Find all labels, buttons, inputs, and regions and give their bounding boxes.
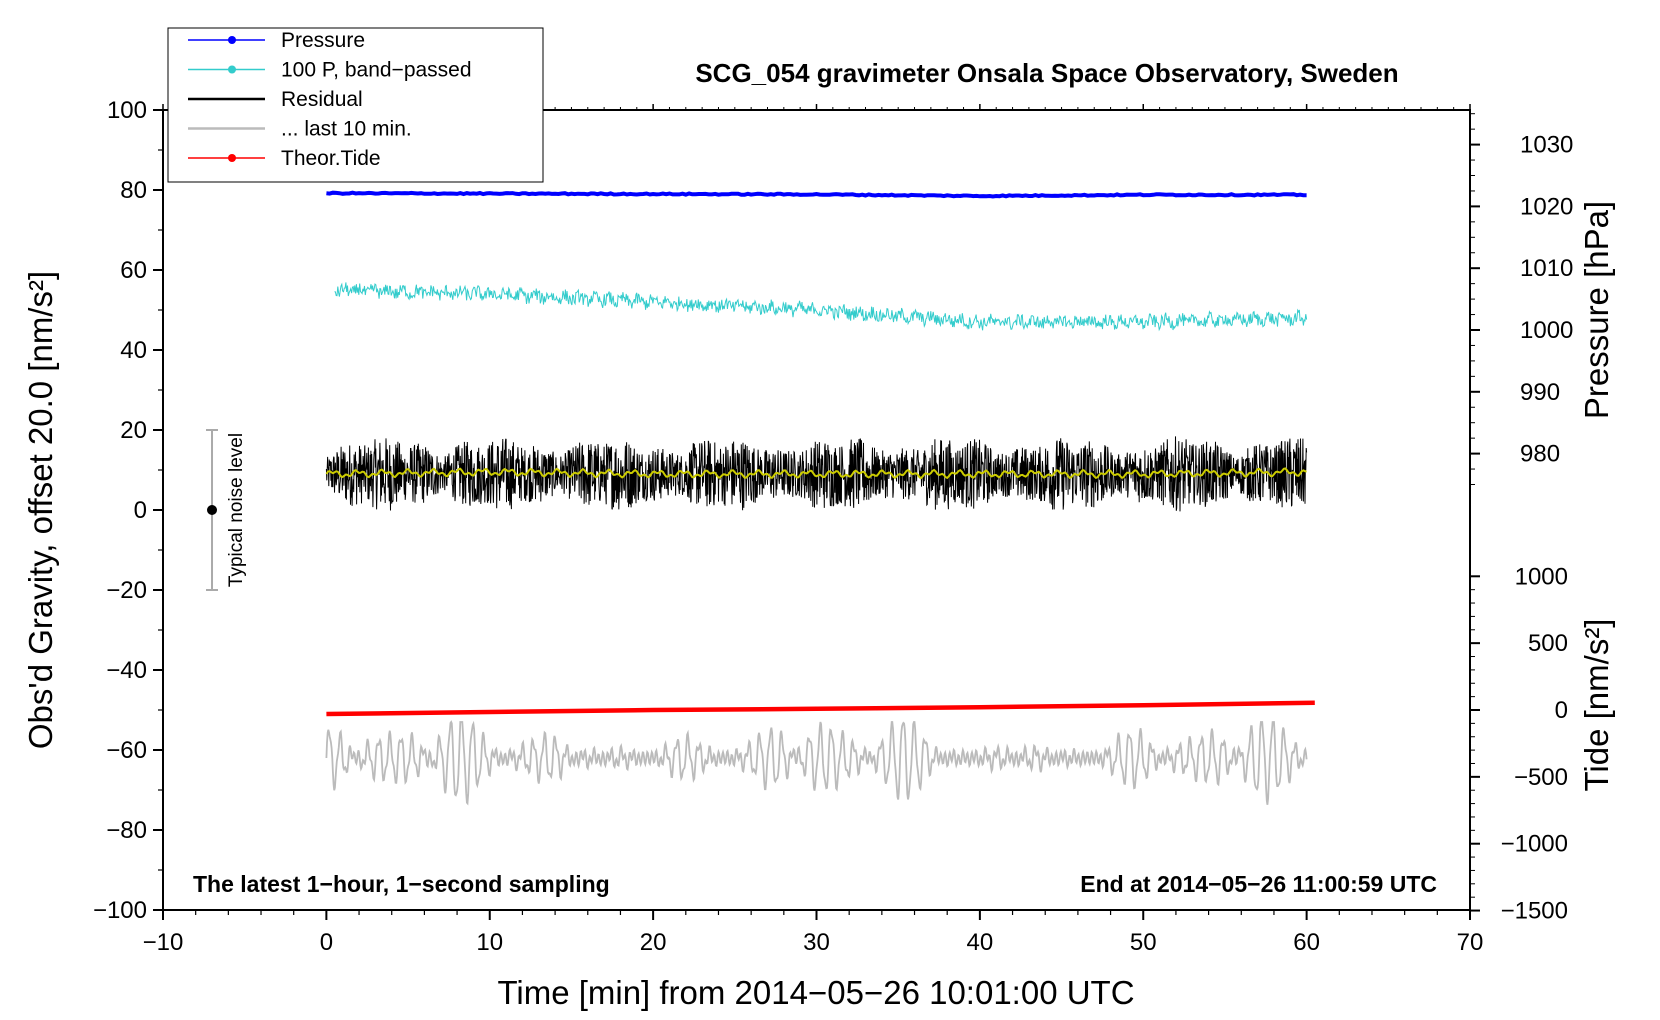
noise-bar-label: Typical noise level <box>226 433 247 587</box>
y-tick-label: 80 <box>120 177 147 204</box>
noise-bar-center <box>207 505 218 515</box>
pressure-tick-label: 990 <box>1520 379 1560 406</box>
legend-label: Residual <box>281 88 363 111</box>
x-tick-label: −10 <box>143 929 184 956</box>
pressure-tick-label: 980 <box>1520 441 1560 468</box>
tide-tick-label: −1500 <box>1501 898 1568 925</box>
pressure-axis-title: Pressure [hPa] <box>1578 201 1615 419</box>
pressure-tick-label: 1020 <box>1520 193 1573 220</box>
y-tick-label: 20 <box>120 417 147 444</box>
y-tick-label: −60 <box>106 737 147 764</box>
end-time-note: End at 2014−05−26 11:00:59 UTC <box>1080 871 1437 897</box>
tide-tick-label: 1000 <box>1515 563 1568 590</box>
chart-title: SCG_054 gravimeter Onsala Space Observat… <box>695 58 1398 88</box>
y-tick-label: −40 <box>106 657 147 684</box>
x-axis-title: Time [min] from 2014−05−26 10:01:00 UTC <box>497 974 1134 1011</box>
x-tick-labels: −10 0 10 20 30 40 50 60 70 <box>143 929 1484 956</box>
y-tick-label: −80 <box>106 817 147 844</box>
pressure-line <box>326 190 1307 199</box>
x-tick-label: 10 <box>476 929 503 956</box>
x-tick-label: 70 <box>1457 929 1484 956</box>
tide-tick-label: −1000 <box>1501 831 1568 858</box>
pressure-tick-labels: 980 990 1000 1010 1020 1030 <box>1520 132 1573 468</box>
pressure-tick-label: 1010 <box>1520 255 1573 282</box>
y-tick-label: 40 <box>120 337 147 364</box>
legend: Pressure 100 P, band−passed Residual ... la… <box>167 27 544 183</box>
last-10-min-line <box>325 720 1308 806</box>
legend-label: Theor.Tide <box>281 147 381 170</box>
x-tick-label: 30 <box>803 929 830 956</box>
tide-tick-label: −500 <box>1514 764 1568 791</box>
axis-ticks <box>153 104 1480 920</box>
bandpassed-line <box>334 282 1308 332</box>
tide-tick-label: 0 <box>1555 697 1568 724</box>
tide-line <box>326 700 1315 717</box>
legend-label: 100 P, band−passed <box>281 59 472 82</box>
tide-tick-label: 500 <box>1528 630 1568 657</box>
x-tick-label: 60 <box>1293 929 1320 956</box>
y-tick-label: 100 <box>107 97 147 124</box>
residual-line <box>325 436 1308 512</box>
legend-label: ... last 10 min. <box>281 118 412 141</box>
y-tick-label: 0 <box>134 497 147 524</box>
x-tick-label: 20 <box>640 929 667 956</box>
legend-marker <box>228 65 236 74</box>
x-tick-label: 0 <box>320 929 333 956</box>
tide-axis-title: Tide [nm/s²] <box>1578 619 1615 792</box>
pressure-tick-label: 1000 <box>1520 317 1573 344</box>
sampling-note: The latest 1−hour, 1−second sampling <box>193 871 610 897</box>
plot-frame <box>162 109 1471 911</box>
legend-marker <box>228 154 236 162</box>
y-tick-label: −20 <box>106 577 147 604</box>
x-tick-label: 40 <box>967 929 994 956</box>
x-tick-label: 50 <box>1130 929 1157 956</box>
tide-tick-labels: −1500 −1000 −500 0 500 1000 <box>1501 563 1568 924</box>
legend-label: Pressure <box>281 29 365 52</box>
residual-mean-line <box>325 467 1307 480</box>
series-layer <box>325 190 1315 806</box>
y-tick-label: −100 <box>93 897 147 924</box>
y-tick-label: 60 <box>120 257 147 284</box>
y-axis-title: Obs'd Gravity, offset 20.0 [nm/s²] <box>22 271 59 749</box>
pressure-tick-label: 1030 <box>1520 132 1573 159</box>
noise-bar: Typical noise level <box>206 429 247 591</box>
legend-marker <box>228 36 236 44</box>
y-tick-labels: −100 −80 −60 −40 −20 0 20 40 60 80 100 <box>93 97 147 924</box>
